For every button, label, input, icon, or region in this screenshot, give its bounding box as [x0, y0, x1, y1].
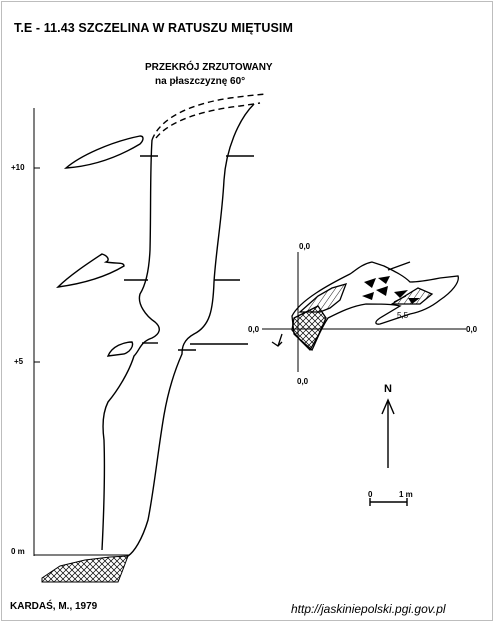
height-label-10: +10 [11, 163, 25, 172]
scale-bar [369, 498, 408, 506]
plan-slope-marks [362, 276, 420, 304]
plan-right-label: 0,0 [466, 325, 478, 334]
height-scale [33, 108, 130, 556]
upper-side-chamber [63, 135, 144, 169]
entrance-debris [41, 555, 129, 583]
scale-start-label: 0 [368, 490, 373, 499]
fissure-profile [101, 93, 267, 557]
projection-plane-label: na płaszczyznę 60° [155, 76, 246, 87]
plan-view [271, 261, 459, 352]
source-url[interactable]: http://jaskiniepolski.pgi.gov.pl [291, 602, 446, 616]
north-label: N [384, 383, 392, 395]
plan-top-label: 0,0 [299, 242, 311, 251]
plan-hatched-passage [298, 283, 348, 313]
height-label-5: +5 [14, 357, 24, 366]
author-credit: KARDAŚ, M., 1979 [10, 601, 98, 612]
middle-side-chamber [56, 253, 125, 288]
plan-left-label: 0,0 [248, 325, 260, 334]
north-arrow [381, 398, 395, 468]
plan-depth-label: 5,5 [397, 311, 409, 320]
plan-bottom-label: 0,0 [297, 377, 309, 386]
plan-axes [262, 252, 466, 372]
lower-side-chamber [106, 341, 134, 357]
side-chambers [56, 135, 144, 357]
projection-label: PRZEKRÓJ ZRZUTOWANY [145, 62, 273, 73]
height-label-0: 0 m [11, 547, 25, 556]
map-title: T.E - 11.43 SZCZELINA W RATUSZU MIĘTUSIM [14, 21, 294, 35]
plan-outline [291, 261, 459, 352]
scale-end-label: 1 m [399, 490, 413, 499]
